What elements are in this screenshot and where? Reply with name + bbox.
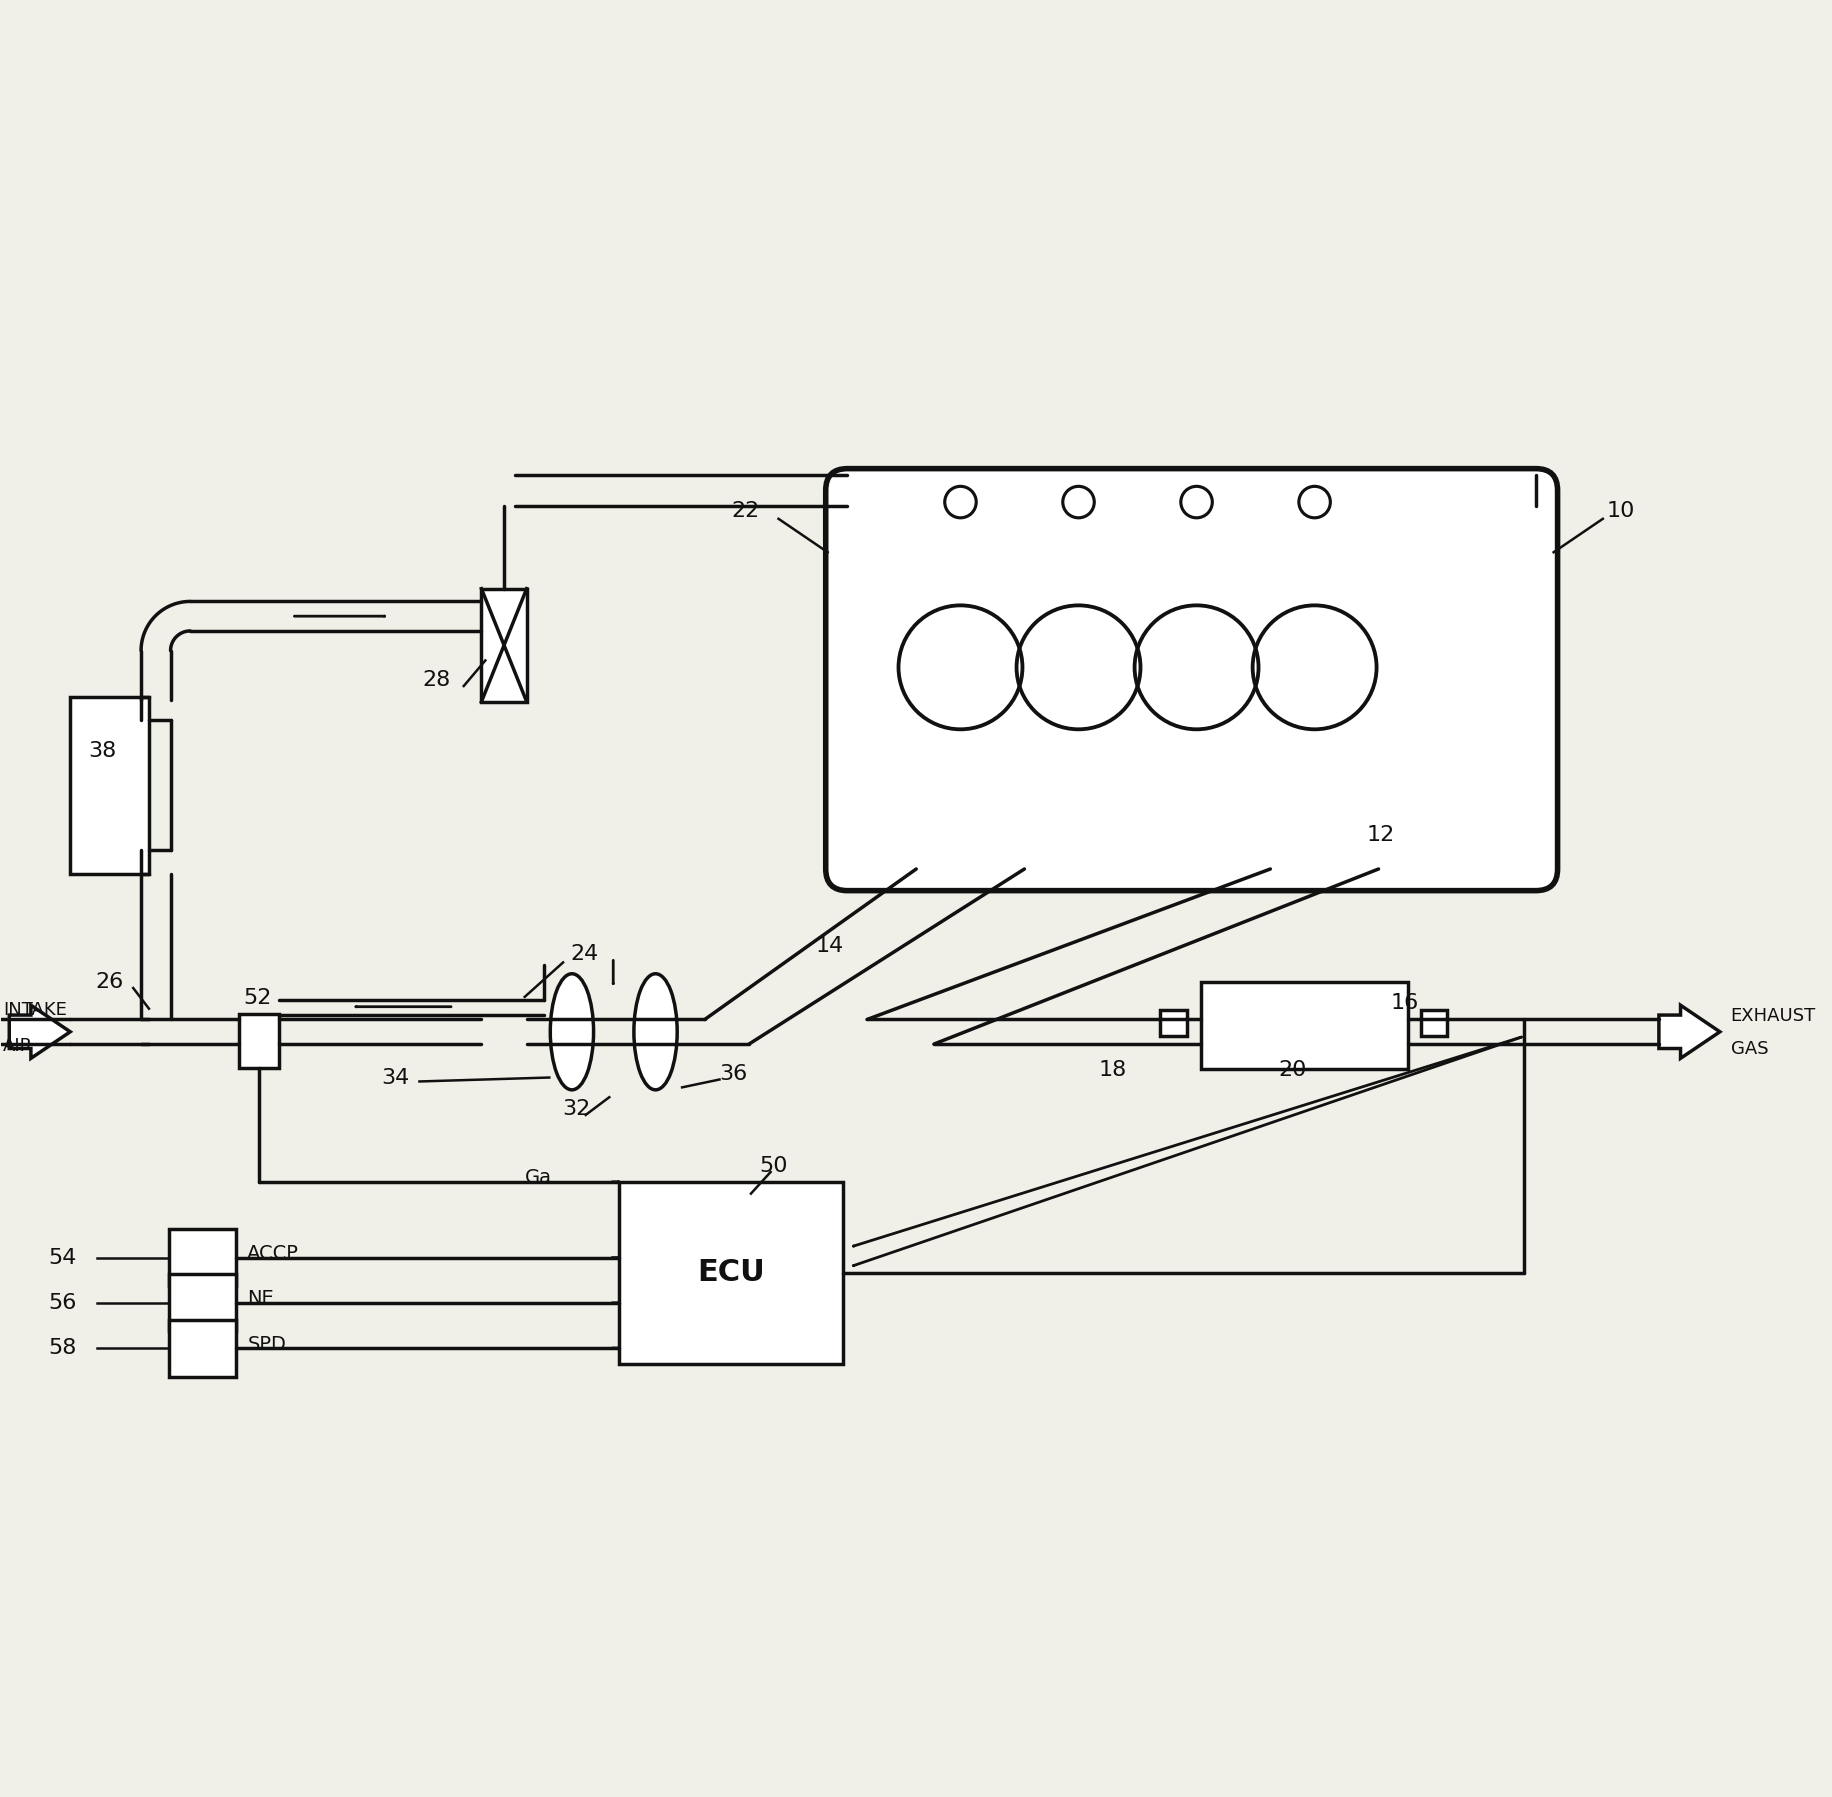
- Bar: [1160, 1010, 1185, 1037]
- Text: 14: 14: [815, 936, 845, 956]
- Text: 22: 22: [731, 501, 758, 521]
- Text: 50: 50: [758, 1155, 788, 1175]
- Text: 38: 38: [88, 740, 115, 760]
- Ellipse shape: [550, 974, 594, 1089]
- Text: 20: 20: [1277, 1060, 1306, 1080]
- Text: 58: 58: [49, 1339, 77, 1359]
- Text: ECU: ECU: [696, 1258, 764, 1287]
- Text: 56: 56: [49, 1292, 77, 1314]
- Text: 36: 36: [720, 1064, 747, 1084]
- Text: 26: 26: [95, 972, 125, 992]
- FancyBboxPatch shape: [824, 469, 1557, 891]
- Text: 52: 52: [244, 988, 271, 1008]
- Text: 34: 34: [381, 1067, 409, 1087]
- Text: 12: 12: [1367, 825, 1394, 845]
- Bar: [169, 1229, 234, 1287]
- Text: 18: 18: [1097, 1060, 1127, 1080]
- Bar: [169, 1274, 234, 1332]
- Text: 32: 32: [562, 1100, 590, 1120]
- Text: Ga: Ga: [524, 1168, 551, 1188]
- FancyArrow shape: [9, 1005, 70, 1058]
- Text: SPD: SPD: [247, 1335, 286, 1353]
- Bar: [169, 1319, 234, 1377]
- Bar: [1200, 983, 1407, 1069]
- Text: GAS: GAS: [1729, 1040, 1768, 1058]
- Bar: [619, 1182, 843, 1364]
- Text: AIR: AIR: [4, 1037, 33, 1055]
- Bar: [240, 1014, 278, 1067]
- Text: INTAKE: INTAKE: [4, 1001, 68, 1019]
- FancyArrow shape: [1658, 1005, 1718, 1058]
- Text: 10: 10: [1607, 501, 1634, 521]
- Text: NE: NE: [247, 1290, 275, 1308]
- Text: 54: 54: [49, 1247, 77, 1267]
- Text: 24: 24: [570, 943, 597, 963]
- Text: 16: 16: [1390, 992, 1418, 1014]
- Ellipse shape: [634, 974, 676, 1089]
- Bar: [482, 589, 526, 703]
- Bar: [70, 697, 148, 873]
- Text: EXHAUST: EXHAUST: [1729, 1006, 1816, 1024]
- Bar: [1420, 1010, 1447, 1037]
- Text: 28: 28: [421, 670, 451, 690]
- Text: ACCP: ACCP: [247, 1244, 299, 1263]
